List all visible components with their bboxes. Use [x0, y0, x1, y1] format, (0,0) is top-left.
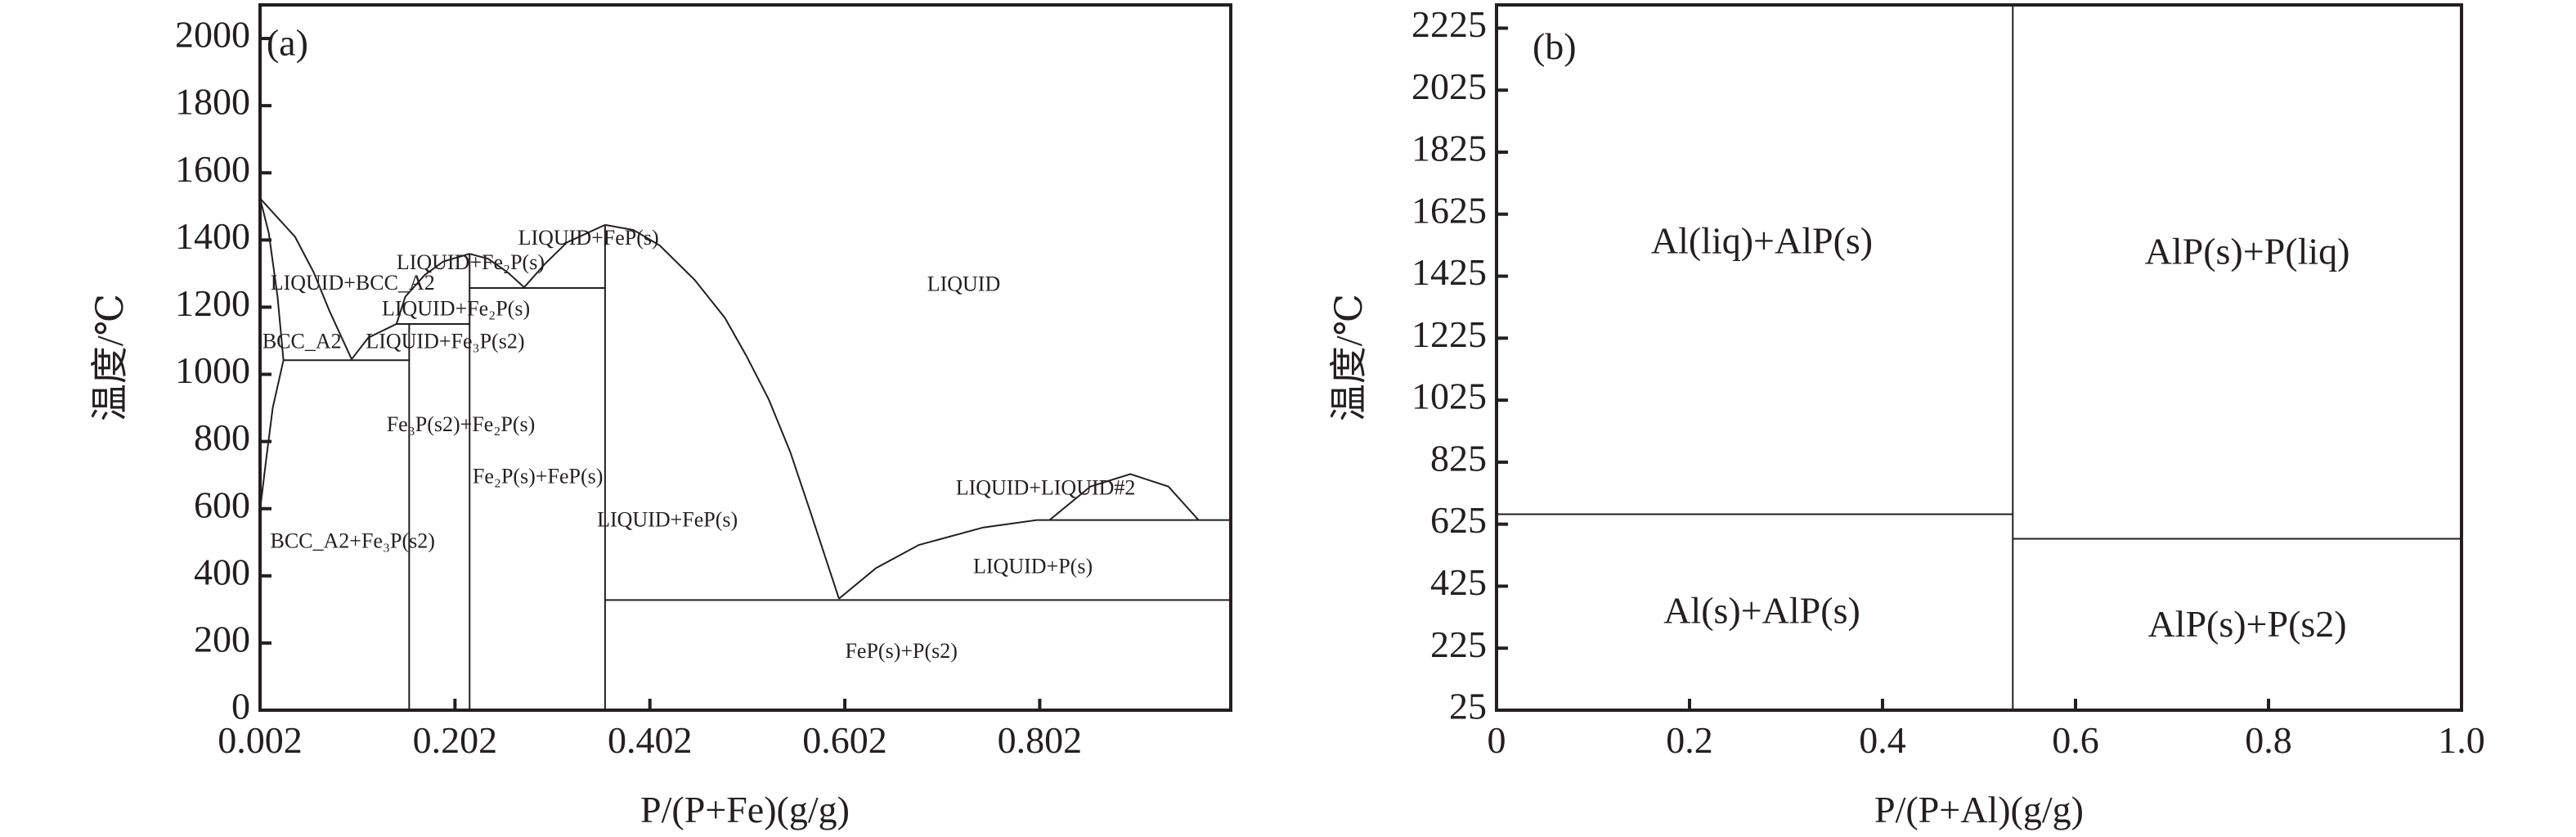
- panel-a-y-tick-label: 800: [194, 416, 250, 458]
- panel-a-phase-label: Fe₂P(s)+FeP(s): [473, 465, 604, 488]
- panel-b-phase-labels: Al(liq)+AlP(s) Al(s)+AlP(s) AlP(s)+P(liq) A…: [1651, 219, 2350, 644]
- panel-a-phase-boundary-11: [604, 223, 840, 600]
- panel-b-y-axis-label: 温度/℃: [1328, 294, 1370, 421]
- panel-a-y-tick-label: 200: [194, 618, 250, 659]
- panel-a-label: (a): [267, 21, 308, 63]
- panel-b-y-tick-label: 2225: [1411, 3, 1487, 45]
- panel-b-y-tick-label: 625: [1430, 499, 1487, 541]
- panel-a-phase-labels: LIQUIDLIQUID+FeP(s)LIQUID+Fe₂P(s)LIQUID+…: [263, 226, 1136, 663]
- panel-a-y-tick-label: 1000: [175, 349, 250, 391]
- panel-a-y-tick-label: 600: [194, 484, 250, 525]
- panel-a-phase-boundary-13: [838, 519, 1037, 600]
- panel-b-ticks: 25 225 425 625 825 1025 1225 1425 1625 1825 2025 22…: [1411, 3, 2485, 761]
- panel-a-phase-boundary-15: [1048, 473, 1200, 521]
- panel-b-x-tick-label: 0.6: [2052, 719, 2099, 761]
- panel-b-y-tick-label: 1225: [1411, 313, 1487, 355]
- panel-b-x-tick-label: 0.8: [2245, 719, 2292, 761]
- panel-b-plot-frame: [1495, 3, 2463, 712]
- panel-b-x-tick-label: 0.4: [1859, 719, 1906, 761]
- panel-b-phase-label: AlP(s)+P(s2): [2147, 603, 2346, 645]
- panel-a-phase-boundary-1: [259, 198, 285, 361]
- panel-a-phase-label: LIQUID+FeP(s): [597, 507, 738, 531]
- panel-b-phase-label: Al(s)+AlP(s): [1663, 589, 1860, 631]
- panel-a-phase-label: LIQUID+Fe₂P(s): [382, 297, 530, 321]
- panel-a-phase-boundary-2: [260, 360, 285, 502]
- panel-b-y-tick-label: 1625: [1411, 189, 1487, 231]
- panel-b-x-tick-label: 1.0: [2438, 719, 2485, 761]
- panel-a-phase-label: LIQUID+Fe₂P(s): [397, 250, 545, 274]
- panel-a-y-tick-label: 2000: [175, 14, 250, 56]
- panel-a-phase-boundary-4: [351, 253, 470, 360]
- panel-a-phase-label: LIQUID+P(s): [973, 554, 1093, 578]
- panel-b-y-tick-label: 425: [1430, 561, 1487, 603]
- panel-a-y-tick-label: 1200: [175, 282, 250, 324]
- panel-a-phase-label: LIQUID+BCC_A2: [271, 271, 435, 295]
- panel-b-y-tick-label: 225: [1430, 623, 1487, 665]
- panel-a-x-tick-label: 0.802: [998, 719, 1083, 761]
- panel-b-y-tick-label: 1025: [1411, 376, 1487, 417]
- panel-b-boundaries: [1497, 5, 2462, 710]
- panel-a-phase-label: LIQUID: [927, 272, 1001, 296]
- panel-a-y-tick-label: 1600: [175, 148, 250, 190]
- panel-a-x-axis-label: P/(P+Fe)(g/g): [640, 789, 850, 830]
- panel-a-x-tick-label: 0.202: [413, 719, 498, 761]
- panel-b-x-tick-label: 0.2: [1666, 719, 1713, 761]
- panel-b-phase-label: Al(liq)+AlP(s): [1651, 219, 1873, 261]
- panel-a-phase-label: LIQUID+Fe₃P(s2): [366, 329, 524, 353]
- panel-a-phase-label: BCC_A2: [263, 329, 342, 353]
- panel-a-ticks: 0 200 400 600 800 1000 1200 1400 1600 1800 2000 0.0…: [175, 14, 1082, 761]
- panel-b-y-tick-label: 1825: [1411, 128, 1487, 169]
- panel-a-y-tick-label: 1400: [175, 215, 250, 257]
- panel-b-y-tick-label: 825: [1430, 437, 1487, 479]
- panel-a-fe-p-diagram: 温度/℃ P/(P+Fe)(g/g) LIQUIDLIQUID+FeP(s)LI…: [89, 3, 1232, 830]
- panel-b-al-p-diagram: 温度/℃ P/(P+Al)(g/g) Al(liq)+AlP(s) Al(s)+A…: [1328, 3, 2485, 830]
- panel-a-y-tick-label: 400: [194, 551, 250, 592]
- panel-a-y-tick-label: 0: [231, 686, 250, 727]
- panel-a-phase-label: LIQUID+FeP(s): [518, 226, 659, 250]
- panel-a-boundaries: [259, 197, 1231, 710]
- panel-a-phase-label: BCC_A2+Fe₃P(s2): [270, 529, 434, 553]
- panel-a-x-tick-label: 0.602: [802, 719, 887, 761]
- panel-b-x-axis-label: P/(P+Al)(g/g): [1874, 789, 2084, 830]
- panel-b-label: (b): [1533, 25, 1577, 67]
- panel-a-y-tick-label: 1800: [175, 81, 250, 123]
- panel-b-y-tick-label: 2025: [1411, 65, 1487, 107]
- panel-b-phase-label: AlP(s)+P(liq): [2145, 230, 2350, 272]
- panel-a-y-axis-label: 温度/℃: [89, 294, 131, 421]
- panel-a-x-tick-label: 0.402: [608, 719, 693, 761]
- panel-a-phase-label: Fe₃P(s2)+Fe₂P(s): [387, 412, 536, 436]
- panel-a-plot-frame: [258, 3, 1232, 712]
- panel-a-phase-label: LIQUID+LIQUID#2: [956, 475, 1136, 499]
- panel-b-y-tick-label: 1425: [1411, 251, 1487, 293]
- panel-b-y-tick-label: 25: [1449, 686, 1487, 727]
- panel-a-phase-boundary-0: [259, 197, 352, 360]
- panel-b-x-tick-label: 0: [1488, 719, 1506, 761]
- panel-a-phase-label: FeP(s)+P(s2): [845, 639, 957, 663]
- panel-a-x-tick-label: 0.002: [218, 719, 303, 761]
